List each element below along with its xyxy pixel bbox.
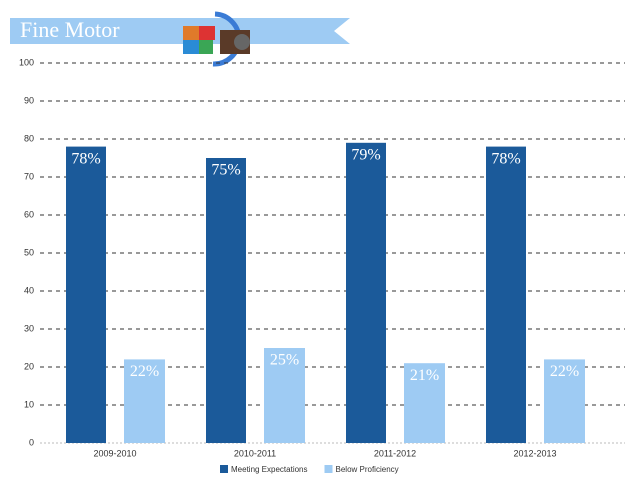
bar [544, 359, 585, 443]
y-tick-label: 50 [24, 247, 34, 257]
y-tick-label: 10 [24, 399, 34, 409]
x-tick-label: 2011-2012 [374, 448, 416, 458]
bar [346, 142, 386, 444]
y-tick-label: 30 [24, 323, 34, 333]
y-tick-label: 40 [24, 285, 34, 295]
x-tick-label: 2012-2013 [513, 448, 556, 458]
legend-swatch [324, 465, 333, 473]
puzzle-icon [183, 11, 250, 67]
y-tick-label: 0 [29, 437, 34, 447]
bar [206, 158, 246, 443]
y-tick-label: 20 [24, 361, 34, 371]
bar [66, 146, 106, 443]
title-banner [10, 18, 350, 44]
chart-title: Fine Motor [20, 17, 120, 42]
y-tick-label: 70 [24, 171, 34, 181]
value-label: 21% [410, 367, 439, 384]
legend-label: Below Proficiency [336, 465, 399, 474]
legend-label: Meeting Expectations [231, 465, 308, 474]
value-label: 25% [270, 352, 299, 369]
value-label: 78% [71, 150, 100, 167]
value-label: 79% [351, 146, 380, 163]
y-tick-label: 90 [24, 95, 34, 105]
x-tick-label: 2009-2010 [93, 448, 136, 458]
bar [404, 363, 445, 443]
bar [486, 146, 526, 443]
y-tick-label: 100 [19, 57, 34, 67]
value-label: 78% [491, 150, 520, 167]
bar [124, 359, 165, 443]
value-label: 22% [130, 363, 159, 380]
bar [264, 348, 305, 443]
x-tick-label: 2010-2011 [234, 448, 276, 458]
y-tick-label: 60 [24, 209, 34, 219]
value-label: 22% [550, 363, 579, 380]
value-label: 75% [211, 162, 240, 179]
y-tick-label: 80 [24, 133, 34, 143]
legend-swatch [220, 465, 228, 473]
